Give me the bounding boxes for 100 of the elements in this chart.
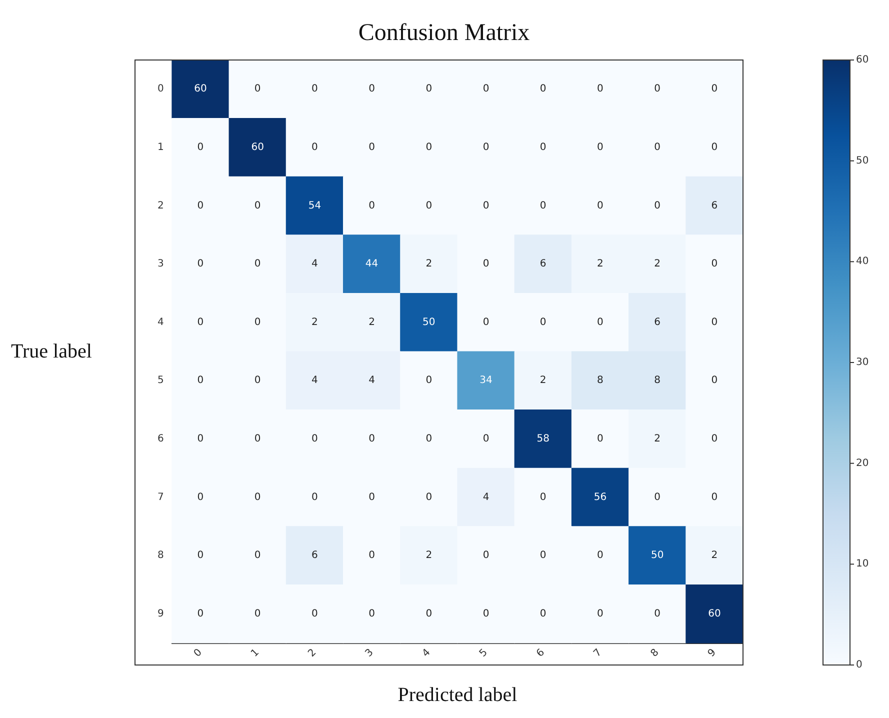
data-label: 0 (426, 375, 432, 386)
data-label: 0 (197, 492, 204, 503)
data-label: 0 (711, 375, 718, 386)
data-label: 0 (254, 200, 261, 212)
chart-title: Confusion Matrix (358, 20, 530, 46)
data-label: 0 (540, 316, 546, 328)
color-bar-label: 60 (856, 54, 869, 66)
data-label: 2 (426, 258, 432, 270)
data-label: 2 (654, 258, 661, 270)
data-label: 0 (711, 433, 718, 444)
data-label: 50 (422, 316, 436, 328)
data-label: 56 (594, 492, 607, 503)
y-tick-label: 9 (158, 608, 164, 620)
data-label: 0 (312, 84, 318, 95)
data-label: 2 (426, 550, 432, 562)
data-label: 0 (711, 492, 718, 503)
color-bar-label: 20 (856, 458, 869, 469)
x-tick-label: 5 (478, 647, 490, 660)
data-label: 0 (482, 608, 490, 620)
data-label: 6 (312, 550, 318, 562)
data-label: 60 (708, 608, 721, 620)
data-label: 4 (312, 258, 318, 270)
data-label: 2 (711, 550, 718, 562)
data-label: 0 (482, 316, 490, 328)
data-label: 0 (254, 258, 261, 270)
data-label: 0 (597, 608, 604, 620)
data-label: 0 (597, 200, 604, 212)
y-tick-label: 8 (158, 550, 164, 562)
data-label: 2 (312, 316, 318, 328)
data-label: 0 (368, 433, 375, 444)
x-tick-label: 7 (592, 647, 604, 660)
data-label: 0 (654, 84, 661, 95)
data-label: 0 (368, 200, 375, 212)
data-label: 0 (597, 84, 604, 95)
data-label: 0 (197, 200, 204, 212)
data-label: 0 (368, 492, 375, 503)
color-bar-label: 40 (856, 256, 869, 268)
x-tick-label: 9 (706, 647, 718, 660)
data-label: 0 (654, 492, 661, 503)
data-label: 0 (426, 84, 432, 95)
color-bar-label: 10 (856, 558, 869, 570)
data-label: 0 (711, 84, 718, 95)
data-label: 0 (597, 142, 604, 153)
data-label: 0 (654, 142, 661, 153)
data-label: 0 (540, 608, 546, 620)
data-label: 50 (650, 550, 664, 562)
x-tick-label: 2 (306, 647, 319, 660)
data-label: 2 (368, 316, 375, 328)
data-label: 2 (540, 375, 546, 386)
data-label: 0 (312, 492, 318, 503)
data-label: 0 (711, 316, 718, 328)
data-label: 4 (312, 375, 318, 386)
data-label: 0 (368, 550, 375, 562)
data-label: 0 (197, 142, 204, 153)
data-label: 0 (368, 608, 375, 620)
data-label: 4 (368, 375, 375, 386)
y-tick-label: 0 (158, 84, 164, 95)
y-tick-label: 7 (158, 492, 164, 503)
data-label: 6 (711, 200, 718, 212)
data-label: 0 (482, 258, 490, 270)
data-label: 0 (654, 200, 661, 212)
data-label: 8 (654, 375, 661, 386)
data-label: 0 (197, 375, 204, 386)
data-label: 2 (654, 433, 661, 444)
data-label: 0 (368, 84, 375, 95)
data-label: 0 (197, 433, 204, 444)
x-tick-label: 0 (192, 647, 204, 660)
data-label: 0 (197, 550, 204, 562)
x-axis-title: Predicted label (398, 684, 518, 706)
x-tick-label: 6 (534, 647, 548, 660)
color-bar-label: 50 (856, 155, 869, 166)
y-tick-label: 3 (158, 258, 164, 270)
data-label: 44 (365, 258, 378, 270)
data-label: 0 (482, 200, 490, 212)
y-tick-label: 1 (158, 142, 164, 153)
data-label: 0 (654, 608, 661, 620)
data-label: 60 (194, 84, 207, 95)
x-tick-label: 3 (363, 647, 376, 660)
x-tick-label: 4 (420, 647, 433, 660)
y-axis-title: True label (10, 340, 92, 362)
data-label: 0 (711, 142, 718, 153)
data-label: 0 (540, 550, 546, 562)
data-label: 0 (197, 316, 204, 328)
data-label: 0 (254, 608, 261, 620)
data-label: 0 (254, 375, 261, 386)
data-label: 0 (540, 142, 546, 153)
data-label: 2 (597, 258, 604, 270)
data-label: 0 (254, 433, 261, 444)
data-label: 0 (482, 84, 490, 95)
data-label: 54 (308, 200, 322, 212)
data-label: 0 (597, 550, 604, 562)
data-label: 0 (426, 433, 432, 444)
data-label: 0 (197, 608, 204, 620)
data-label: 0 (254, 492, 261, 503)
data-label: 0 (312, 142, 318, 153)
data-label: 0 (540, 200, 546, 212)
data-label: 0 (426, 492, 432, 503)
data-label: 0 (597, 316, 604, 328)
data-label: 4 (482, 492, 490, 503)
y-tick-label: 6 (158, 433, 164, 444)
